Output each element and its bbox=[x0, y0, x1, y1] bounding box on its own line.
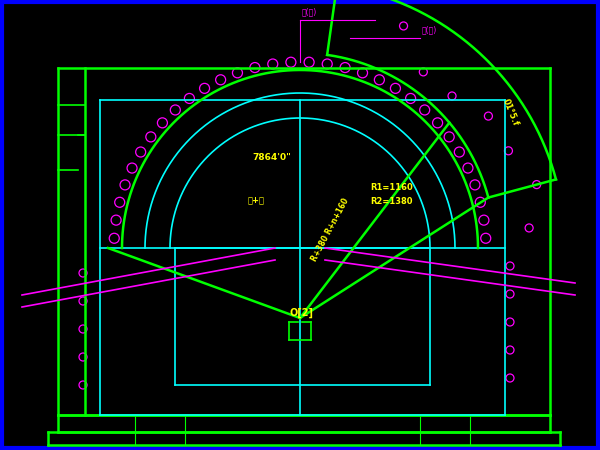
Text: R1=1160: R1=1160 bbox=[370, 184, 413, 193]
Text: 锚(杆): 锚(杆) bbox=[422, 25, 437, 34]
Text: 01°5.f: 01°5.f bbox=[500, 97, 520, 127]
Text: 粗(钢): 粗(钢) bbox=[302, 7, 317, 16]
Text: 桃+坡: 桃+坡 bbox=[248, 195, 265, 204]
Text: R+380 R+n+160: R+380 R+n+160 bbox=[310, 197, 350, 263]
Text: R2=1380: R2=1380 bbox=[370, 198, 413, 207]
Text: O[2]: O[2] bbox=[290, 308, 314, 318]
Text: 7864'0": 7864'0" bbox=[252, 153, 291, 162]
